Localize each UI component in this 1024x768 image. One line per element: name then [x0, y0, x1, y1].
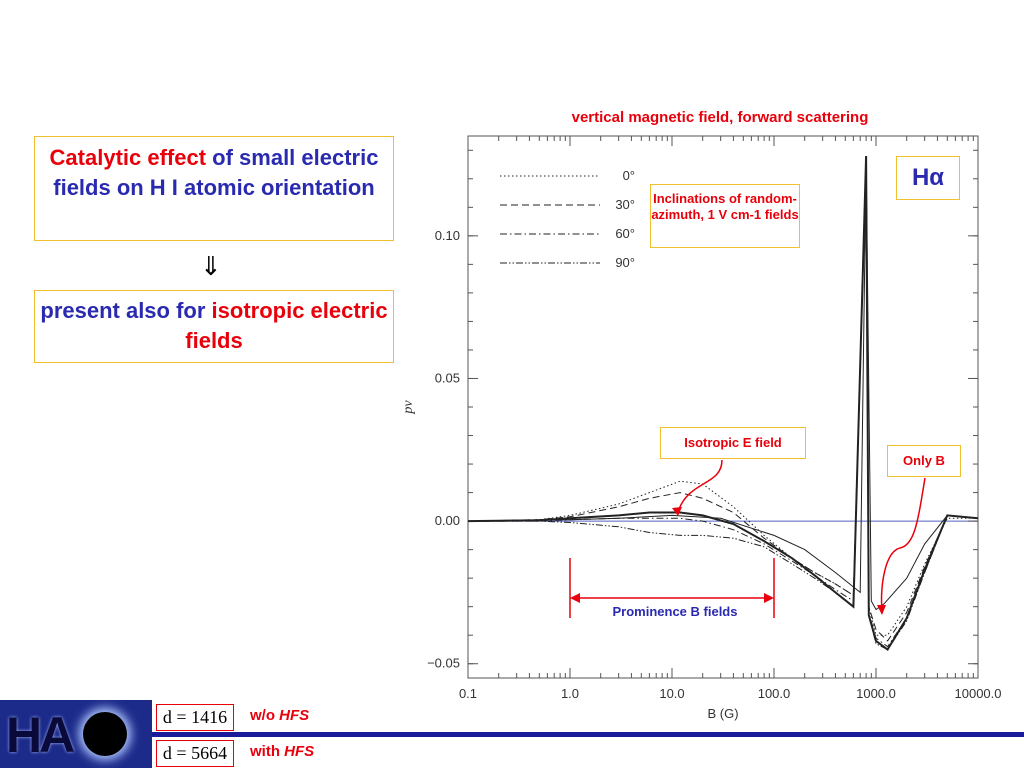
legend-label: 60° [615, 226, 635, 241]
with-prefix: with [250, 743, 285, 760]
sun-icon [83, 712, 127, 756]
d-1416-box: d = 1416 [156, 704, 234, 731]
hao-logo: HA [0, 700, 152, 768]
series-line-60° [468, 161, 979, 648]
present-also-box: present also for isotropic electric fiel… [34, 290, 394, 363]
x-tick-label: 100.0 [758, 686, 791, 701]
legend-label: 30° [615, 197, 635, 212]
y-tick-label: −0.05 [427, 656, 460, 671]
series-line-90° [468, 167, 979, 651]
series-line-solid-bold [467, 155, 979, 651]
without-hfs-label: w/o HFS [250, 707, 309, 724]
inclinations-annotation: Inclinations of random-azimuth, 1 V cm-1… [650, 184, 800, 248]
isotropic-arrowhead [672, 507, 682, 516]
x-tick-label: 1000.0 [856, 686, 896, 701]
isotropic-e-field-annotation: Isotropic E field [660, 427, 806, 459]
x-tick-label: 10.0 [659, 686, 684, 701]
chart-title: vertical magnetic field, forward scatter… [571, 109, 869, 126]
hfs-text: HFS [279, 707, 310, 724]
with-hfs-label: with HFS [250, 743, 314, 760]
y-tick-label: 0.05 [435, 370, 460, 385]
isotropic-arrow [677, 459, 723, 513]
series-line-30° [467, 158, 979, 642]
x-tick-label: 10000.0 [955, 686, 1002, 701]
x-axis-label: B (G) [707, 706, 738, 721]
hfs-text: HFS [284, 743, 315, 760]
only-b-arrowhead [877, 605, 886, 615]
without-prefix: w/o [250, 707, 280, 724]
prominence-arrowhead-left [570, 593, 580, 603]
logo-text: HA [6, 707, 75, 763]
isotropic-fields-text: isotropic electric fields [185, 298, 388, 353]
h-alpha-label: Hα [896, 156, 960, 200]
legend-label: 90° [615, 255, 635, 270]
prominence-b-fields-label: Prominence B fields [612, 604, 738, 619]
legend-label: 0° [623, 168, 635, 183]
catalytic-effect-box: Catalytic effect of small electric field… [34, 136, 394, 241]
series-line-solid-thin [467, 161, 979, 611]
x-tick-label: 0.1 [459, 686, 477, 701]
y-tick-label: 0.10 [435, 228, 460, 243]
d-5664-box: d = 5664 [156, 740, 234, 767]
y-tick-label: 0.00 [435, 513, 460, 528]
inclinations-text: Inclinations of random-azimuth, 1 V cm-1… [651, 191, 799, 222]
present-also-text: present also for [40, 298, 212, 323]
y-axis-label: pv [401, 400, 416, 415]
catalytic-effect-text: Catalytic effect [49, 145, 207, 170]
only-b-arrow [880, 477, 926, 611]
catalytic-rest-text: of small electric fields on H I atomic o… [53, 145, 379, 200]
double-down-arrow-icon: ⇓ [200, 252, 222, 282]
footer-bar [0, 732, 1024, 737]
only-b-annotation: Only B [887, 445, 961, 477]
prominence-arrowhead-right [764, 593, 774, 603]
x-tick-label: 1.0 [561, 686, 579, 701]
